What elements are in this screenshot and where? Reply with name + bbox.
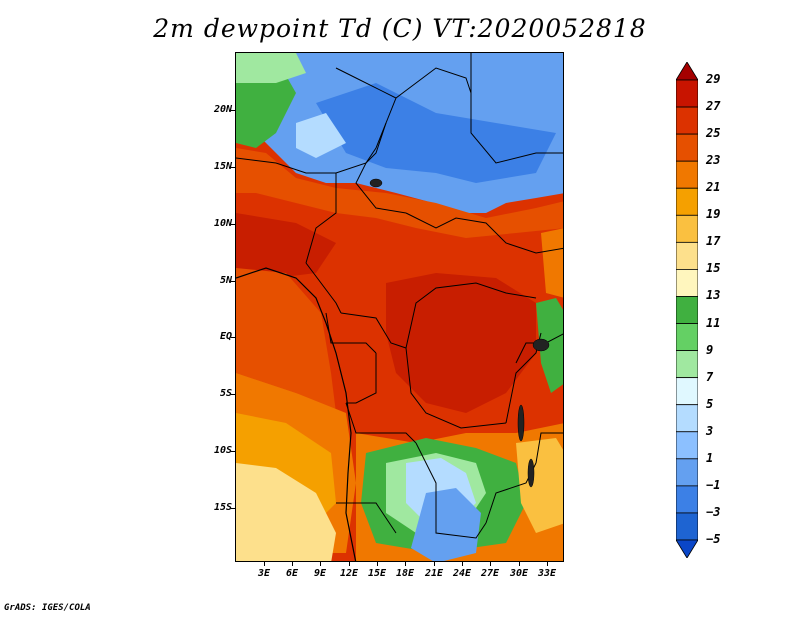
colorbar-label: 9 <box>706 342 714 357</box>
field-sahel-light <box>236 53 306 83</box>
map-panel <box>235 52 564 562</box>
colorbar-swatch <box>676 296 698 324</box>
lon-label-3e: 3E <box>257 568 271 579</box>
colorbar-swatch <box>676 106 698 135</box>
lat-label-5s: 5S <box>219 388 232 399</box>
colorbar-swatch <box>676 214 698 243</box>
colorbar-swatch <box>676 350 698 379</box>
lakes <box>369 178 550 488</box>
colorbar-label: 23 <box>706 153 721 168</box>
lon-label-27e: 27E <box>480 568 500 579</box>
colorbar-label: 7 <box>706 369 714 384</box>
field-west-deep <box>236 213 336 278</box>
lon-label-18e: 18E <box>395 568 415 579</box>
lon-tick <box>349 562 350 566</box>
colorbar-label: 29 <box>706 72 721 86</box>
lat-label-20n: 20N <box>213 104 232 115</box>
colorbar-label: 11 <box>706 315 721 330</box>
lat-tick <box>231 281 235 282</box>
lon-label-33e: 33E <box>537 568 557 579</box>
lon-tick <box>377 562 378 566</box>
lat-label-10n: 10N <box>213 218 232 229</box>
colorbar-label: −5 <box>706 532 721 546</box>
colorbar-swatch <box>676 187 698 216</box>
field-sahel-orange <box>236 148 563 238</box>
colorbar-label: 25 <box>706 126 721 141</box>
colorbar-label: 21 <box>706 180 721 195</box>
colorbar <box>676 62 698 558</box>
map-title: 2m dewpoint Td (C) VT:2020052818 <box>153 14 647 43</box>
colorbar-label: −3 <box>706 504 721 519</box>
lat-label-10s: 10S <box>213 445 232 456</box>
lon-tick <box>292 562 293 566</box>
lon-tick <box>264 562 265 566</box>
colorbar-swatch <box>676 404 698 433</box>
lon-label-21e: 21E <box>424 568 444 579</box>
colorbar-bottom-arrow <box>676 539 698 558</box>
colorbar-swatch <box>676 485 698 514</box>
lat-label-5n: 5N <box>219 275 232 286</box>
grads-credit: GrADS: IGES/COLA <box>4 603 91 613</box>
colorbar-swatch <box>676 241 698 270</box>
lat-tick <box>231 451 235 452</box>
field-east-green <box>536 298 563 393</box>
lon-label-30e: 30E <box>509 568 529 579</box>
country-borders <box>236 53 563 539</box>
colorbar-swatch <box>676 323 698 351</box>
colorbar-swatch <box>676 79 698 108</box>
colorbar-label: 15 <box>706 261 721 276</box>
field-dry-north-light <box>296 113 346 158</box>
lon-tick <box>519 562 520 566</box>
colorbar-swatch <box>676 160 698 189</box>
lon-tick <box>434 562 435 566</box>
field-south-blue <box>411 488 481 561</box>
lon-tick <box>547 562 548 566</box>
field-congo-deep <box>386 273 536 413</box>
field-atlantic-orange-red <box>236 268 336 413</box>
lon-label-12e: 12E <box>339 568 359 579</box>
colorbar-swatch <box>676 377 698 406</box>
field-east-orange <box>541 228 563 298</box>
lon-tick <box>462 562 463 566</box>
lon-label-24e: 24E <box>452 568 472 579</box>
coastline <box>236 267 357 561</box>
colorbar-label: 13 <box>706 288 721 303</box>
lat-tick <box>231 224 235 225</box>
colorbar-swatch <box>676 269 698 297</box>
colorbar-top-arrow <box>676 62 698 81</box>
lon-label-6e: 6E <box>285 568 299 579</box>
colorbar-label: 27 <box>706 99 721 114</box>
colorbar-label: 19 <box>706 207 721 222</box>
lat-tick <box>231 110 235 111</box>
lat-tick <box>231 394 235 395</box>
colorbar-swatch <box>676 431 698 460</box>
colorbar-swatch <box>676 133 698 162</box>
lat-label-15s: 15S <box>213 502 232 513</box>
colorbar-label: 3 <box>706 423 714 438</box>
field-southeast-yellow <box>516 438 563 533</box>
field-dry-north-inner <box>316 83 556 183</box>
colorbar-label: 17 <box>706 234 721 249</box>
colorbar-label: −1 <box>706 477 721 492</box>
lon-tick <box>405 562 406 566</box>
colorbar-label: 5 <box>706 396 714 411</box>
lat-label-eq: EQ <box>219 331 232 342</box>
lon-tick <box>320 562 321 566</box>
lon-label-9e: 9E <box>313 568 327 579</box>
colorbar-swatch <box>676 512 698 541</box>
lat-tick <box>231 508 235 509</box>
colorbar-label: 1 <box>706 450 714 465</box>
lon-tick <box>490 562 491 566</box>
colorbar-swatch <box>676 458 698 487</box>
lat-tick <box>231 337 235 338</box>
field-atlantic-yellow <box>236 463 336 561</box>
lat-label-15n: 15N <box>213 161 232 172</box>
lat-tick <box>231 167 235 168</box>
lon-label-15e: 15E <box>367 568 387 579</box>
dewpoint-field <box>236 53 563 561</box>
